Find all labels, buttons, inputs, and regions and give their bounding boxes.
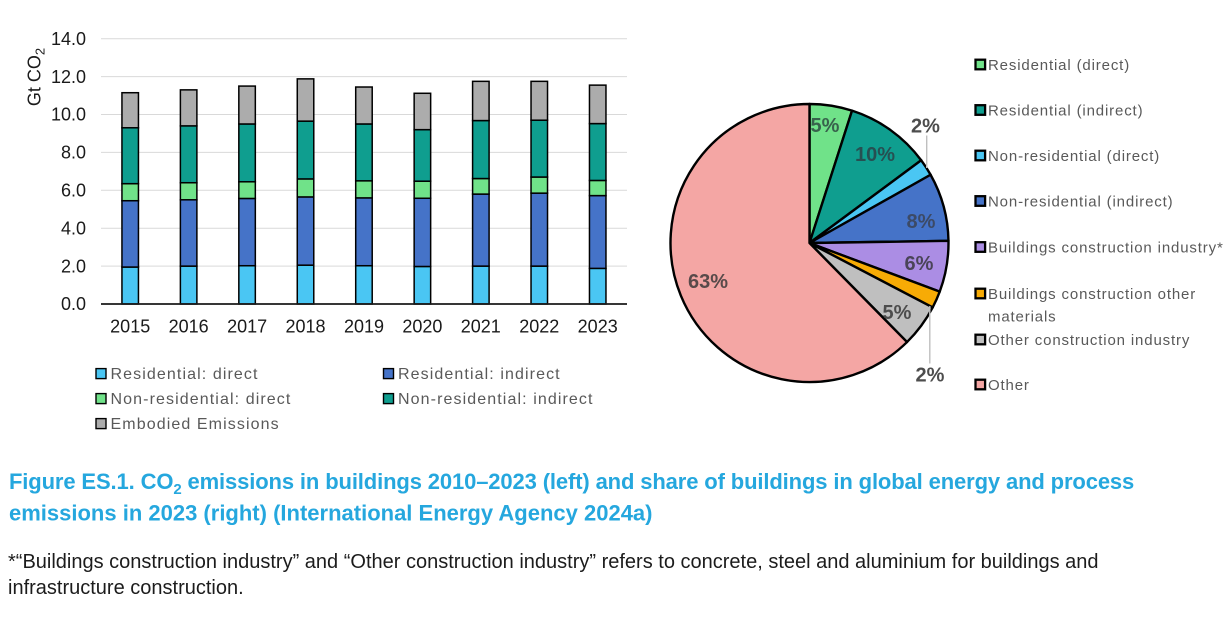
svg-text:2%: 2% bbox=[911, 116, 940, 138]
svg-text:Non-residential (indirect): Non-residential (indirect) bbox=[988, 193, 1174, 210]
svg-text:2018: 2018 bbox=[285, 317, 325, 337]
svg-text:Embodied Emissions: Embodied Emissions bbox=[111, 416, 280, 433]
svg-text:Non-residential (direct): Non-residential (direct) bbox=[988, 148, 1160, 165]
svg-text:Figure ES.1. CO2 emissions in: Figure ES.1. CO2 emissions in buildings … bbox=[9, 469, 1134, 498]
svg-text:Non-residential: indirect: Non-residential: indirect bbox=[398, 391, 594, 408]
svg-text:6%: 6% bbox=[905, 253, 934, 275]
svg-text:0.0: 0.0 bbox=[61, 294, 86, 314]
svg-text:Gt CO2: Gt CO2 bbox=[25, 48, 48, 106]
svg-text:2%: 2% bbox=[916, 365, 945, 387]
svg-text:2023: 2023 bbox=[578, 317, 618, 337]
svg-text:5%: 5% bbox=[883, 302, 912, 324]
svg-text:Residential: direct: Residential: direct bbox=[111, 366, 259, 383]
svg-text:Non-residential: direct: Non-residential: direct bbox=[111, 391, 292, 408]
svg-text:2.0: 2.0 bbox=[61, 256, 86, 276]
svg-text:Buildings construction other: Buildings construction other bbox=[988, 286, 1196, 303]
svg-text:infrastructure construction.: infrastructure construction. bbox=[8, 577, 244, 599]
svg-text:2016: 2016 bbox=[169, 317, 209, 337]
svg-text:2021: 2021 bbox=[461, 317, 501, 337]
svg-text:63%: 63% bbox=[688, 271, 728, 293]
svg-text:6.0: 6.0 bbox=[61, 181, 86, 201]
svg-text:4.0: 4.0 bbox=[61, 218, 86, 238]
svg-text:2019: 2019 bbox=[344, 317, 384, 337]
svg-text:2017: 2017 bbox=[227, 317, 267, 337]
svg-text:Residential (direct): Residential (direct) bbox=[988, 57, 1130, 74]
svg-text:materials: materials bbox=[988, 308, 1057, 325]
svg-text:*“Buildings construction indus: *“Buildings construction industry” and “… bbox=[8, 551, 1099, 573]
svg-text:12.0: 12.0 bbox=[51, 67, 86, 87]
svg-text:Residential (indirect): Residential (indirect) bbox=[988, 102, 1143, 119]
svg-text:14.0: 14.0 bbox=[51, 29, 86, 49]
svg-text:Residential: indirect: Residential: indirect bbox=[398, 366, 561, 383]
svg-text:5%: 5% bbox=[811, 115, 840, 137]
svg-text:8.0: 8.0 bbox=[61, 143, 86, 163]
svg-text:2022: 2022 bbox=[519, 317, 559, 337]
svg-text:Other construction industry: Other construction industry bbox=[988, 332, 1190, 349]
svg-text:2015: 2015 bbox=[110, 317, 150, 337]
svg-text:Buildings construction industr: Buildings construction industry* bbox=[988, 239, 1224, 256]
svg-text:2020: 2020 bbox=[402, 317, 442, 337]
svg-text:10%: 10% bbox=[855, 144, 895, 166]
svg-text:emissions in 2023 (right) (Int: emissions in 2023 (right) (International… bbox=[9, 501, 653, 526]
svg-text:Other: Other bbox=[988, 377, 1030, 394]
svg-text:8%: 8% bbox=[907, 211, 936, 233]
svg-text:10.0: 10.0 bbox=[51, 105, 86, 125]
